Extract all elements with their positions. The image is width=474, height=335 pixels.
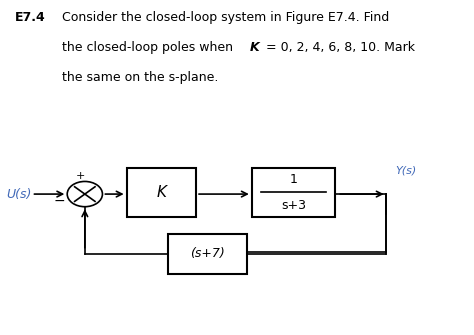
Text: the closed-loop poles when: the closed-loop poles when [62,41,237,54]
Text: K: K [156,185,166,200]
FancyBboxPatch shape [127,168,196,217]
Text: 1: 1 [290,173,297,186]
Text: +: + [75,171,85,181]
Text: Y(s): Y(s) [395,166,417,176]
Text: = 0, 2, 4, 6, 8, 10. Mark: = 0, 2, 4, 6, 8, 10. Mark [263,41,415,54]
Text: (s+7): (s+7) [190,247,225,260]
Text: s+3: s+3 [281,199,306,212]
Text: E7.4: E7.4 [15,11,46,24]
Text: Consider the closed-loop system in Figure E7.4. Find: Consider the closed-loop system in Figur… [62,11,389,24]
Text: the same on the s-plane.: the same on the s-plane. [62,71,218,84]
FancyBboxPatch shape [252,168,335,217]
Text: K: K [249,41,259,54]
Text: U(s): U(s) [6,188,31,201]
FancyBboxPatch shape [168,234,247,274]
Text: −: − [54,194,65,208]
